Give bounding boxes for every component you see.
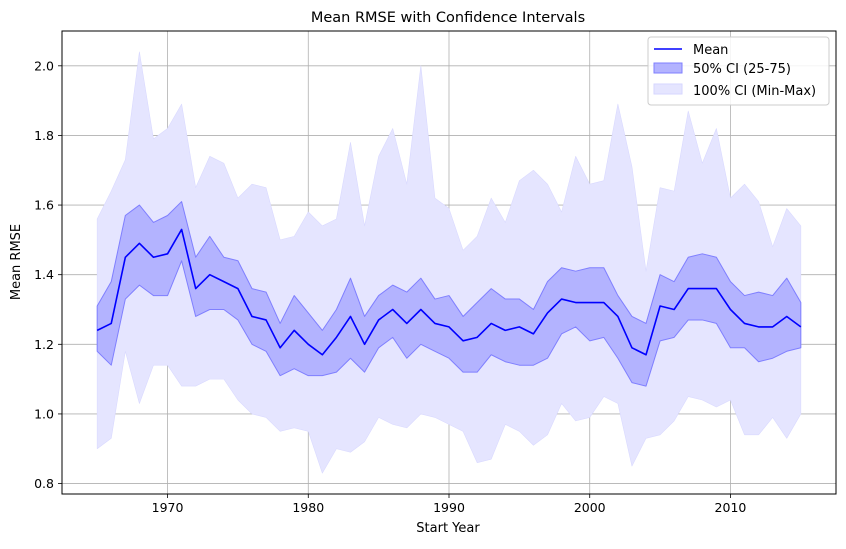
legend-ci100-label: 100% CI (Min-Max) <box>693 84 816 99</box>
y-tick-label: 0.8 <box>34 476 54 491</box>
legend-ci100-swatch <box>653 83 683 95</box>
x-tick-label: 1990 <box>433 500 465 515</box>
mean-line <box>96 228 802 356</box>
x-tick-label: 2000 <box>574 500 606 515</box>
y-axis-label: Mean RMSE <box>9 224 24 300</box>
y-axis-ticks: 0.8 1.0 1.2 1.4 1.6 1.8 2.0 <box>34 58 62 491</box>
legend: Mean 50% CI (25-75) 100% CI (Min-Max) <box>647 36 830 106</box>
ci50-band <box>96 201 802 387</box>
legend-mean-label: Mean <box>693 43 728 58</box>
mean-line-group <box>96 228 802 356</box>
x-axis-label: Start Year <box>416 521 480 536</box>
x-tick-label: 1970 <box>152 500 184 515</box>
chart-title: Mean RMSE with Confidence Intervals <box>311 10 585 26</box>
confidence-bands <box>96 51 802 474</box>
x-tick-label: 1980 <box>292 500 324 515</box>
legend-ci50-label: 50% CI (25-75) <box>693 62 791 77</box>
y-tick-label: 1.6 <box>34 198 54 213</box>
x-tick-label: 2010 <box>715 500 747 515</box>
y-tick-label: 1.2 <box>34 337 54 352</box>
legend-box <box>647 36 830 106</box>
x-axis-ticks: 1970 1980 1990 2000 2010 <box>152 494 747 515</box>
y-tick-label: 1.4 <box>34 267 54 282</box>
y-tick-label: 2.0 <box>34 58 54 73</box>
y-tick-label: 1.8 <box>34 128 54 143</box>
y-tick-label: 1.0 <box>34 406 54 421</box>
legend-ci50-swatch <box>653 62 683 74</box>
